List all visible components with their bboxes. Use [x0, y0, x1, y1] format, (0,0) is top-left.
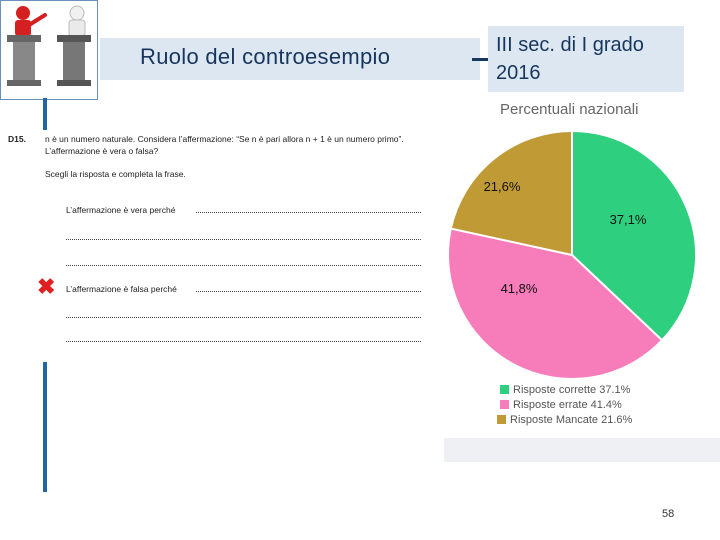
answer-line	[196, 291, 421, 292]
chart-title: Percentuali nazionali	[500, 101, 639, 118]
legend-item-correct: Risposte corrette 37.1%	[500, 384, 630, 396]
red-x-icon: ✖	[37, 274, 56, 299]
answer-line	[66, 265, 421, 266]
legend-swatch	[500, 385, 509, 394]
question-text: n è un numero naturale. Considera l’affe…	[45, 134, 404, 156]
chart-footer-strip	[444, 438, 720, 462]
answer-line	[66, 239, 421, 240]
answer-line	[66, 317, 421, 318]
legend-label: Risposte corrette 37.1%	[513, 384, 631, 396]
accent-bar-top	[43, 98, 47, 130]
accent-bar-bottom	[43, 362, 47, 492]
question-number: D15.	[8, 134, 26, 144]
title-connector	[472, 58, 490, 61]
legend-label: Risposte Mancate 21.6%	[510, 414, 633, 426]
legend-label: Risposte errate 41.4%	[513, 399, 622, 411]
grade-label: III sec. di I grado 2016	[496, 34, 644, 84]
page-number: 58	[662, 508, 675, 520]
podium-figures-icon	[0, 0, 98, 100]
legend-swatch	[497, 415, 506, 424]
legend-item-wrong: Risposte errate 41.4%	[500, 399, 622, 411]
question-instruction: Scegli la risposta e completa la frase.	[45, 169, 186, 179]
legend-item-missing: Risposte Mancate 21.6%	[497, 414, 632, 426]
title-band	[100, 38, 480, 80]
legend-swatch	[500, 400, 509, 409]
answer-line	[66, 341, 421, 342]
answer-line	[196, 212, 421, 213]
option-false-label: L’affermazione è falsa perché	[66, 284, 180, 294]
option-true-label: L’affermazione è vera perché	[66, 205, 179, 215]
slide-title: Ruolo del controesempio	[140, 44, 391, 69]
grade-box	[488, 26, 684, 92]
